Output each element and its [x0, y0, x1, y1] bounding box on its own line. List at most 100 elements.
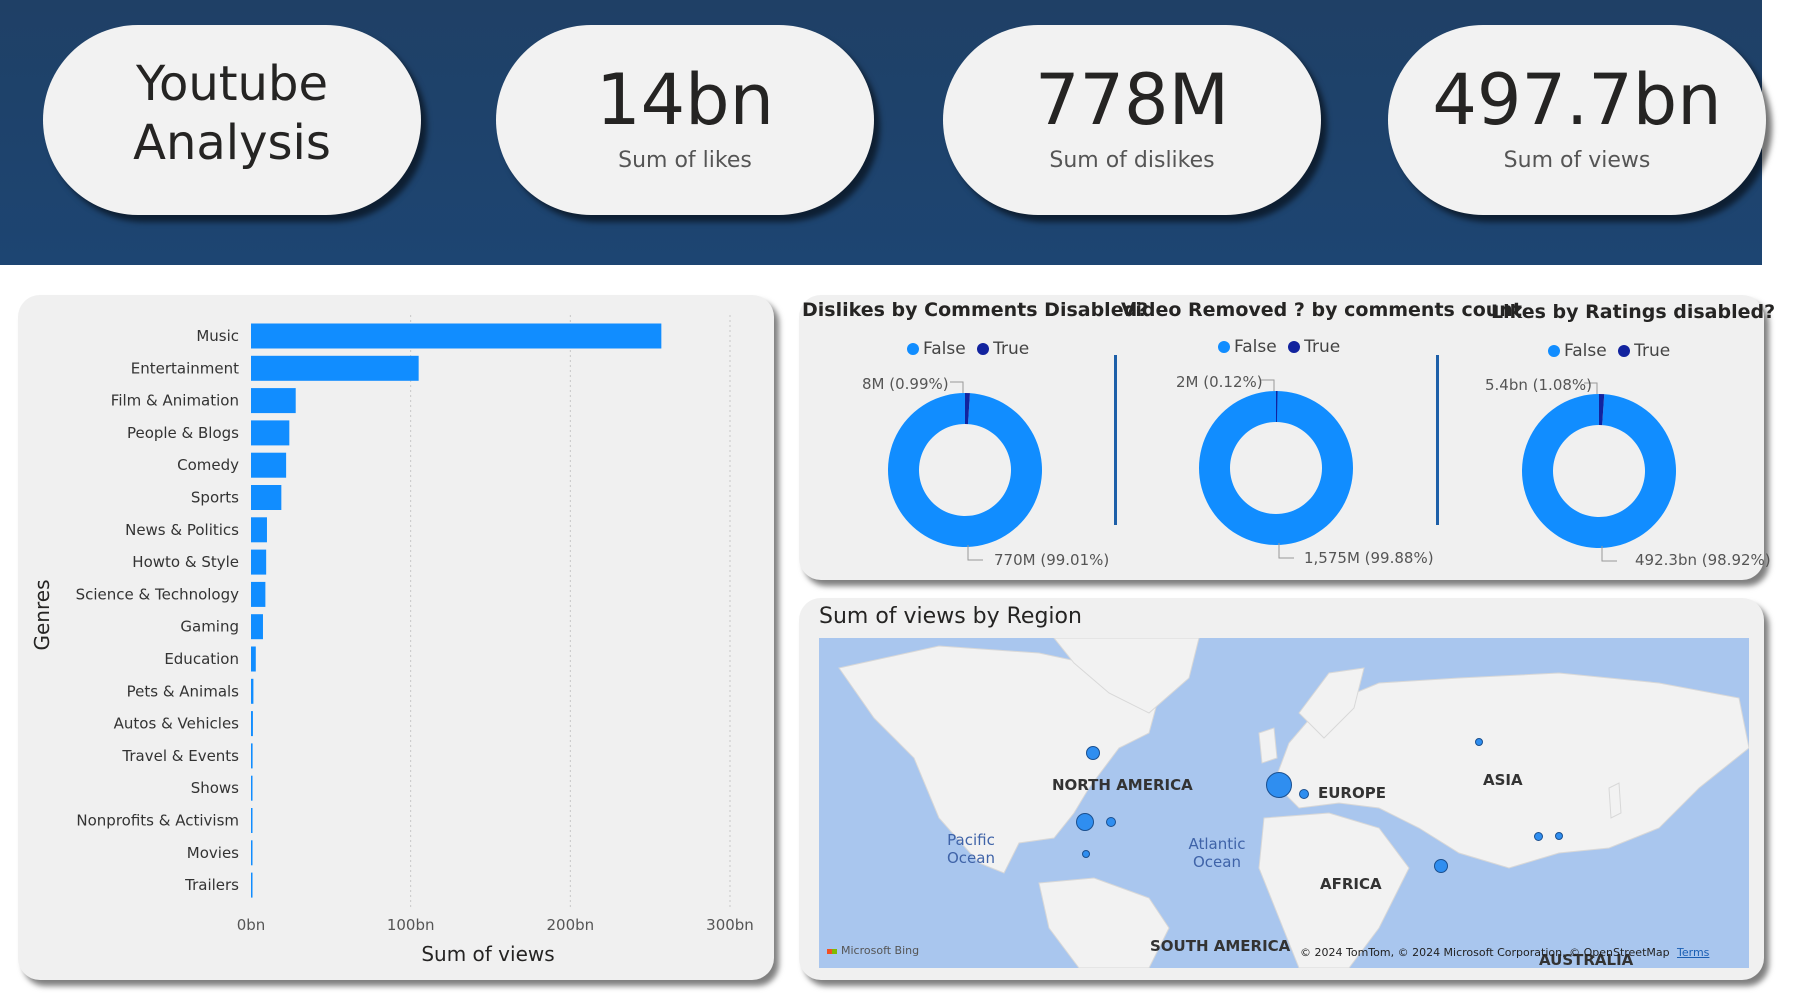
genre-bar-chart[interactable]: 0bn 100bn 200bn 300bn Music Entertainment Film… — [18, 295, 774, 980]
category-label: Howto & Style — [132, 553, 239, 571]
donut-slice-false[interactable] — [888, 393, 1042, 547]
uk-shape — [1258, 727, 1278, 764]
bar[interactable] — [251, 678, 254, 704]
map-terms-link[interactable]: Terms — [1677, 946, 1710, 959]
map-bubble[interactable] — [1086, 746, 1100, 760]
africa-shape — [1258, 812, 1410, 968]
category-label: Autos & Vehicles — [114, 715, 240, 733]
donut2-false-label: 1,575M (99.88%) — [1304, 549, 1434, 567]
donut-slice-true[interactable] — [1599, 394, 1605, 426]
bar[interactable] — [251, 355, 419, 381]
region-map[interactable]: NORTH AMERICA EUROPE ASIA AFRICA SOUTH A… — [819, 638, 1749, 968]
map-label-south-america: SOUTH AMERICA — [1150, 937, 1291, 955]
map-bubble[interactable] — [1475, 738, 1483, 746]
category-label: Sports — [191, 489, 239, 507]
legend-false-dot — [1218, 341, 1230, 353]
divider-line — [1436, 355, 1439, 525]
donut2-legend[interactable]: False True — [1218, 337, 1340, 357]
donut-slice-true[interactable] — [965, 393, 970, 425]
views-value: 497.7bn — [1432, 59, 1722, 141]
bar[interactable] — [251, 808, 253, 833]
bar[interactable] — [251, 614, 263, 640]
bar[interactable] — [251, 517, 267, 543]
category-label: Shows — [191, 779, 239, 797]
legend-false-label: False — [1564, 341, 1607, 361]
map-label-north-america: NORTH AMERICA — [1052, 776, 1193, 794]
legend-true-label: True — [1304, 337, 1341, 357]
views-card[interactable]: 497.7bn Sum of views — [1388, 25, 1766, 215]
map-credit: © 2024 TomTom, © 2024 Microsoft Corporat… — [1300, 946, 1670, 959]
divider-line — [1114, 355, 1117, 525]
category-label: Movies — [187, 844, 239, 862]
category-label: Film & Animation — [111, 392, 239, 410]
category-label: Travel & Events — [121, 747, 239, 765]
map-bubble[interactable] — [1534, 832, 1543, 841]
bar[interactable] — [251, 775, 253, 801]
legend-true-label: True — [993, 339, 1030, 359]
bar[interactable] — [251, 743, 253, 769]
ocean-label-atlantic: Atlantic Ocean — [1188, 835, 1246, 871]
map-label-asia: ASIA — [1483, 771, 1523, 789]
bar[interactable] — [251, 388, 296, 414]
donut1-false-label: 770M (99.01%) — [994, 551, 1110, 569]
donut-charts-panel: Dislikes by Comments Disabled? Video Rem… — [799, 295, 1775, 580]
map-bubble[interactable] — [1434, 859, 1448, 873]
leader-line — [1278, 543, 1294, 559]
bar[interactable] — [251, 581, 266, 607]
map-bubble[interactable] — [1106, 817, 1116, 827]
map-bubble[interactable] — [1299, 789, 1309, 799]
x-tick-label: 200bn — [546, 916, 594, 934]
leader-line — [1601, 546, 1617, 562]
bar[interactable] — [251, 840, 253, 866]
bar[interactable] — [251, 711, 253, 737]
genre-bar-chart-panel: 0bn 100bn 200bn 300bn Music Entertainment Film… — [18, 295, 774, 980]
legend-false-label: False — [923, 339, 966, 359]
legend-true-label: True — [1634, 341, 1671, 361]
bing-logo: Microsoft Bing — [827, 944, 919, 957]
map-bubble[interactable] — [1266, 772, 1292, 798]
donut-slice-false[interactable] — [1199, 391, 1354, 545]
bar[interactable] — [251, 872, 253, 898]
bar[interactable] — [251, 420, 290, 446]
legend-false-label: False — [1234, 337, 1277, 357]
bar[interactable] — [251, 549, 267, 575]
x-tick-label: 300bn — [706, 916, 754, 934]
category-label: Gaming — [180, 618, 239, 636]
likes-card[interactable]: 14bn Sum of likes — [496, 25, 874, 215]
category-label: Science & Technology — [76, 585, 240, 603]
bar[interactable] — [251, 646, 256, 672]
scandinavia-shape — [1298, 667, 1365, 739]
category-label: Trailers — [184, 876, 239, 894]
category-label: News & Politics — [125, 521, 239, 539]
donut-slice-false[interactable] — [1522, 394, 1677, 548]
ocean-label-pacific: Pacific Ocean — [947, 831, 995, 867]
bar[interactable] — [251, 323, 662, 349]
map-label-africa: AFRICA — [1320, 875, 1382, 893]
legend-false-dot — [1548, 345, 1560, 357]
map-bubble[interactable] — [1076, 813, 1094, 831]
donut3-legend[interactable]: False True — [1548, 341, 1670, 361]
views-label: Sum of views — [1503, 148, 1651, 173]
donut3-true-label: 5.4bn (1.08%) — [1485, 376, 1593, 394]
dislikes-card[interactable]: 778M Sum of dislikes — [943, 25, 1321, 215]
donut1-true-label: 8M (0.99%) — [862, 375, 949, 393]
category-label: Entertainment — [131, 359, 239, 377]
map-bubble[interactable] — [1082, 850, 1090, 858]
map-label-australia: AUSTRALIA — [1539, 951, 1634, 968]
category-label: Comedy — [177, 456, 239, 474]
south-america-shape — [1038, 877, 1170, 968]
category-label: Music — [196, 327, 239, 345]
donut1-legend[interactable]: False True — [907, 339, 1029, 359]
dislikes-value: 778M — [1034, 59, 1229, 141]
bar[interactable] — [251, 452, 287, 478]
leader-line — [950, 381, 964, 393]
map-bubble[interactable] — [1555, 832, 1563, 840]
donut-charts[interactable] — [799, 295, 1764, 580]
donut2-true-label: 2M (0.12%) — [1176, 373, 1263, 391]
legend-true-dot — [1288, 341, 1301, 353]
title-card: Youtube Analysis — [43, 25, 421, 215]
header-banner: Youtube Analysis 14bn Sum of likes 778M … — [0, 0, 1766, 265]
bar[interactable] — [251, 485, 282, 510]
donut-slice-true[interactable] — [1276, 391, 1278, 423]
map-title: Sum of views by Region — [819, 604, 1082, 629]
